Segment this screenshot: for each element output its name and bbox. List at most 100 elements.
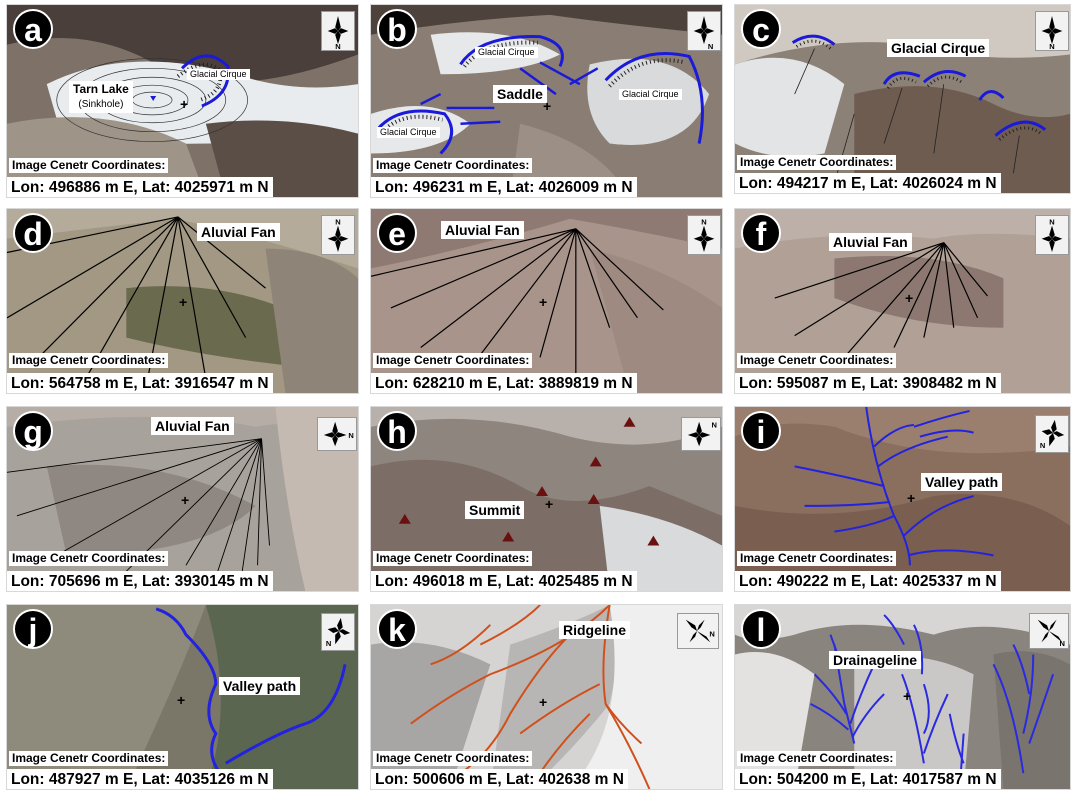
- coord-heading: Image Cenetr Coordinates:: [373, 751, 533, 766]
- feature-label: Valley path: [219, 677, 301, 695]
- feature-label: Ridgeline: [559, 621, 631, 639]
- cirque-label: Glacial Cirque: [619, 89, 682, 100]
- compass-icon: N: [321, 613, 355, 651]
- coord-value: Lon: 500606 m E, Lat: 402638 m N: [371, 769, 628, 789]
- coord-value: Lon: 487927 m E, Lat: 4035126 m N: [7, 769, 273, 789]
- coord-heading: Image Cenetr Coordinates:: [9, 551, 169, 566]
- svg-text:N: N: [335, 218, 340, 227]
- feature-label: Tarn Lake (Sinkhole): [69, 81, 133, 113]
- compass-icon: N: [677, 613, 719, 649]
- center-cross: +: [543, 98, 552, 114]
- panel-j: j N Valley path + Image Cenetr Coordinat…: [6, 604, 359, 790]
- svg-text:N: N: [1040, 441, 1045, 450]
- compass-icon: N: [317, 417, 357, 451]
- coord-value: Lon: 494217 m E, Lat: 4026024 m N: [735, 173, 1001, 193]
- feature-label-sub: (Sinkhole): [78, 99, 124, 110]
- panel-letter: j: [13, 609, 53, 649]
- feature-label: Aluvial Fan: [829, 233, 912, 251]
- coord-value: Lon: 595087 m E, Lat: 3908482 m N: [735, 373, 1001, 393]
- svg-text:N: N: [701, 218, 706, 227]
- center-cross: +: [181, 492, 190, 508]
- panel-l: l N Drainageline + Image Cenetr Coordina…: [734, 604, 1071, 790]
- svg-text:N: N: [1049, 218, 1054, 227]
- cirque-label: Glacial Cirque: [475, 47, 538, 58]
- coord-heading: Image Cenetr Coordinates:: [737, 353, 897, 368]
- compass-icon: N: [1035, 415, 1069, 453]
- svg-text:N: N: [708, 42, 713, 50]
- coord-heading: Image Cenetr Coordinates:: [373, 551, 533, 566]
- svg-text:N: N: [1059, 639, 1064, 648]
- center-cross: +: [177, 692, 186, 708]
- feature-label: Aluvial Fan: [197, 223, 280, 241]
- panel-letter: i: [741, 411, 781, 451]
- panel-f: f N Aluvial Fan + Image Cenetr Coordinat…: [734, 208, 1071, 394]
- compass-icon: N: [1035, 215, 1069, 255]
- panel-letter: a: [13, 9, 53, 49]
- panel-h: h N Summit + Image Cenetr Coordinates: L…: [370, 406, 723, 592]
- panel-a: a N Tarn Lake (Sinkhole) Glacial Cirque +…: [6, 4, 359, 198]
- coord-heading: Image Cenetr Coordinates:: [9, 751, 169, 766]
- satellite-image-e: [371, 209, 722, 393]
- feature-label: Drainageline: [829, 651, 922, 669]
- coord-heading: Image Cenetr Coordinates:: [373, 158, 533, 173]
- coord-value: Lon: 628210 m E, Lat: 3889819 m N: [371, 373, 637, 393]
- center-cross: +: [545, 496, 554, 512]
- feature-label: Saddle: [493, 85, 547, 103]
- satellite-image-g: [7, 407, 358, 591]
- coord-value: Lon: 490222 m E, Lat: 4025337 m N: [735, 571, 1001, 591]
- panel-letter: e: [377, 213, 417, 253]
- svg-text:N: N: [348, 431, 353, 440]
- coord-value: Lon: 504200 m E, Lat: 4017587 m N: [735, 769, 1001, 789]
- center-cross: +: [180, 96, 189, 112]
- svg-text:N: N: [1049, 42, 1054, 50]
- panel-letter: f: [741, 213, 781, 253]
- compass-icon: N: [1035, 11, 1069, 51]
- feature-label: Valley path: [921, 473, 1003, 491]
- panel-letter: k: [377, 609, 417, 649]
- feature-label: Glacial Cirque: [887, 39, 990, 57]
- panel-letter: g: [13, 411, 53, 451]
- svg-text:N: N: [709, 630, 714, 639]
- cirque-label: Glacial Cirque: [377, 127, 440, 138]
- center-cross: +: [539, 694, 548, 710]
- coord-heading: Image Cenetr Coordinates:: [737, 551, 897, 566]
- panel-e: e N Aluvial Fan + Image Cenetr Coordinat…: [370, 208, 723, 394]
- center-cross: +: [905, 290, 914, 306]
- cirque-label: Glacial Cirque: [187, 69, 250, 80]
- svg-text:N: N: [335, 42, 340, 50]
- panel-letter: l: [741, 609, 781, 649]
- center-cross: +: [539, 294, 548, 310]
- panel-c: c N Glacial Cirque Image Cenetr Coordina…: [734, 4, 1071, 194]
- coord-heading: Image Cenetr Coordinates:: [737, 155, 897, 170]
- coord-heading: Image Cenetr Coordinates:: [373, 353, 533, 368]
- feature-label-main: Tarn Lake: [73, 82, 129, 96]
- coord-value: Lon: 496231 m E, Lat: 4026009 m N: [371, 177, 637, 197]
- panel-b: b N Saddle Glacial Cirque Glacial Cirque…: [370, 4, 723, 198]
- panel-i: i N Valley path + Image Cenetr Coordinat…: [734, 406, 1071, 592]
- compass-icon: N: [321, 11, 355, 51]
- compass-icon: N: [1029, 613, 1069, 649]
- panel-k: k N Ridgeline + Image Cenetr Coordinates…: [370, 604, 723, 790]
- coord-value: Lon: 496886 m E, Lat: 4025971 m N: [7, 177, 273, 197]
- feature-label: Summit: [465, 501, 525, 519]
- panel-letter: d: [13, 213, 53, 253]
- compass-icon: N: [321, 215, 355, 255]
- center-cross: +: [907, 490, 916, 506]
- coord-value: Lon: 496018 m E, Lat: 4025485 m N: [371, 571, 637, 591]
- panel-g: g N Aluvial Fan + Image Cenetr Coordinat…: [6, 406, 359, 592]
- panel-letter: h: [377, 411, 417, 451]
- feature-label: Aluvial Fan: [441, 221, 524, 239]
- center-cross: +: [903, 688, 912, 704]
- compass-icon: N: [687, 215, 721, 255]
- coord-value: Lon: 705696 m E, Lat: 3930145 m N: [7, 571, 273, 591]
- center-cross: +: [179, 294, 188, 310]
- satellite-image-i: [735, 407, 1070, 591]
- panel-letter: c: [741, 9, 781, 49]
- panel-d: d N Aluvial Fan + Image Cenetr Coordinat…: [6, 208, 359, 394]
- svg-text:N: N: [326, 639, 331, 648]
- compass-icon: N: [681, 417, 721, 451]
- feature-label: Aluvial Fan: [151, 417, 234, 435]
- coord-heading: Image Cenetr Coordinates:: [737, 751, 897, 766]
- coord-heading: Image Cenetr Coordinates:: [9, 158, 169, 173]
